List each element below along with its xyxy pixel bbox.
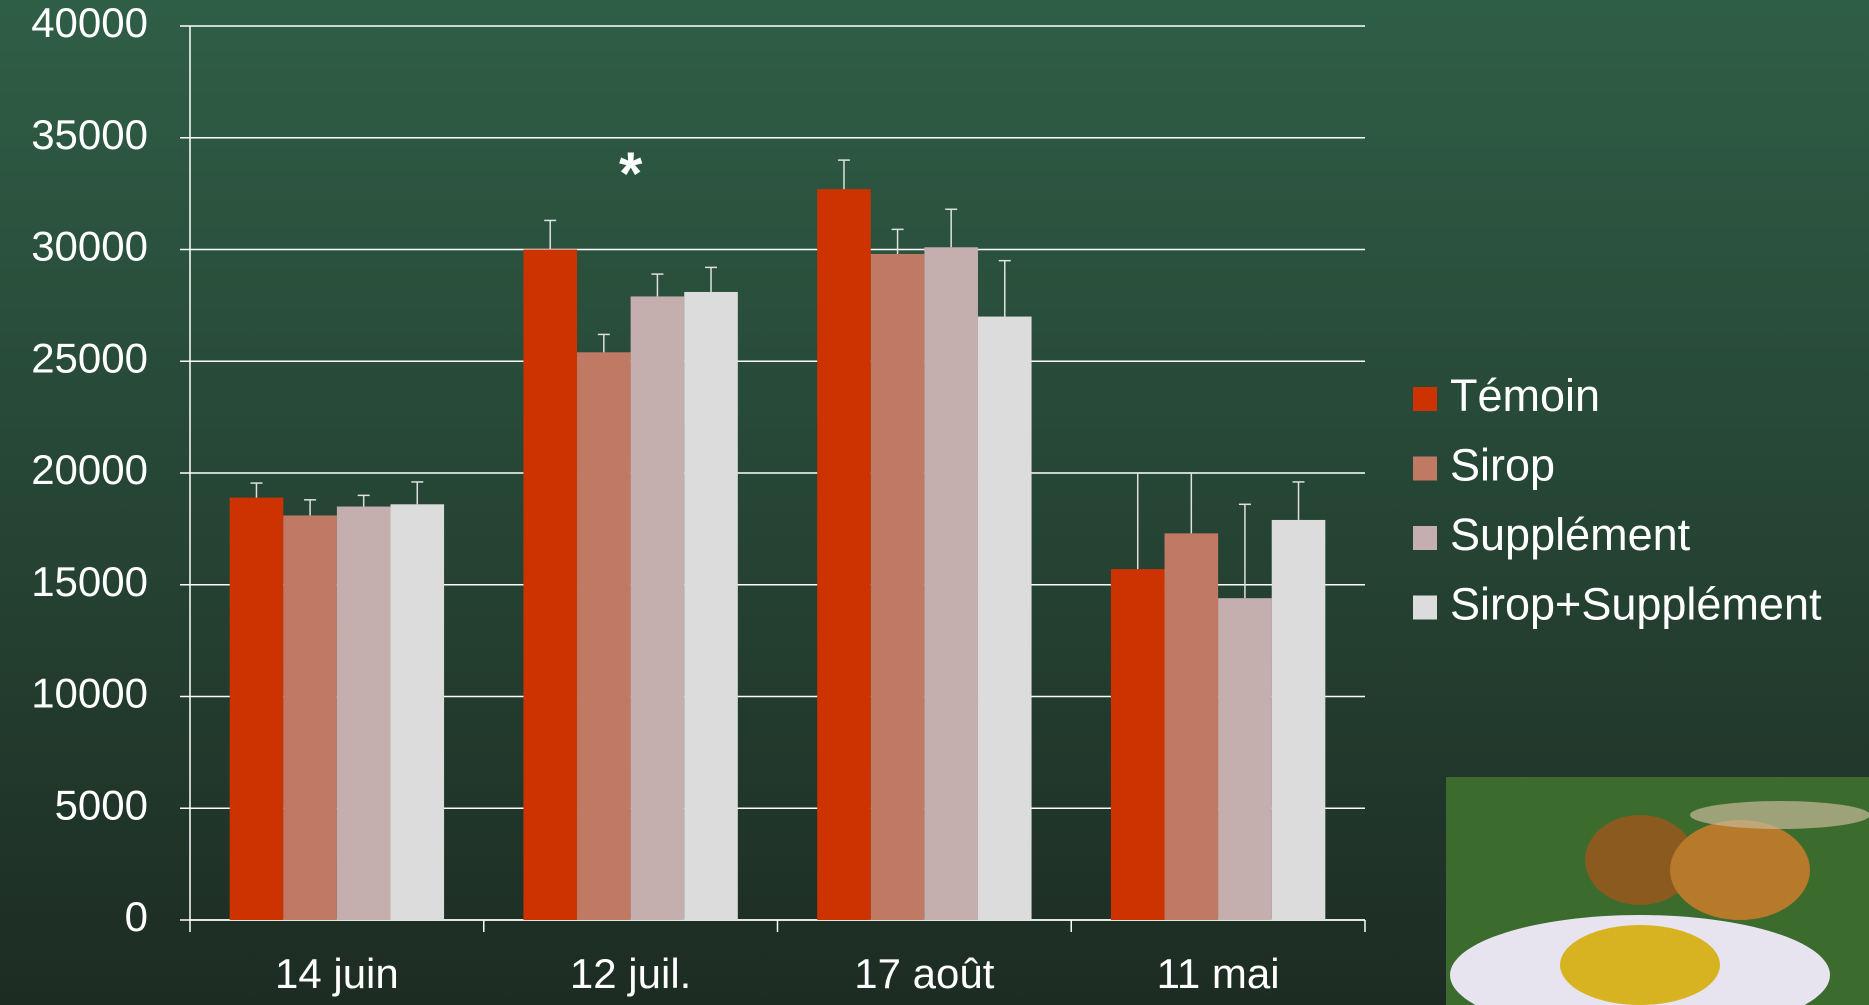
bar bbox=[1164, 533, 1219, 920]
y-tick-label: 40000 bbox=[31, 0, 148, 46]
bar bbox=[577, 352, 631, 920]
y-tick-label: 10000 bbox=[31, 670, 148, 717]
bee-head bbox=[1585, 815, 1695, 905]
legend-swatch bbox=[1413, 526, 1437, 550]
bee-wing bbox=[1690, 801, 1869, 829]
legend-label: Témoin bbox=[1450, 370, 1600, 421]
bar bbox=[684, 291, 738, 921]
legend-swatch bbox=[1413, 595, 1437, 620]
bar bbox=[229, 497, 284, 920]
x-tick-label: 14 juin bbox=[275, 950, 399, 997]
bar bbox=[1271, 519, 1326, 920]
bar bbox=[283, 515, 337, 920]
bar bbox=[870, 253, 925, 921]
bar bbox=[1218, 598, 1272, 920]
y-tick-label: 20000 bbox=[31, 446, 148, 493]
bee-body bbox=[1670, 820, 1810, 920]
y-tick-label: 5000 bbox=[55, 781, 148, 828]
legend-label: Sirop+Supplément bbox=[1450, 578, 1822, 629]
x-tick-label: 11 mai bbox=[1157, 950, 1280, 997]
legend-label: Supplément bbox=[1450, 509, 1691, 560]
flower-center bbox=[1560, 925, 1720, 1005]
bar bbox=[1110, 569, 1165, 920]
legend-swatch bbox=[1413, 456, 1437, 481]
bar bbox=[630, 296, 685, 920]
bar bbox=[817, 189, 871, 920]
bee-photo bbox=[1446, 777, 1869, 1005]
y-tick-label: 0 bbox=[125, 893, 148, 940]
legend-swatch bbox=[1413, 387, 1437, 411]
legend-label: Sirop bbox=[1450, 439, 1555, 490]
bar bbox=[924, 247, 978, 920]
y-tick-label: 35000 bbox=[31, 111, 148, 158]
y-tick-label: 25000 bbox=[31, 334, 148, 381]
annotation: * bbox=[619, 140, 643, 207]
x-tick-label: 17 août bbox=[854, 950, 994, 997]
bar bbox=[977, 316, 1032, 920]
bar bbox=[336, 506, 391, 920]
y-tick-label: 15000 bbox=[31, 558, 148, 605]
y-tick-label: 30000 bbox=[31, 223, 148, 270]
bar bbox=[390, 504, 445, 920]
bar bbox=[523, 249, 578, 920]
x-tick-label: 12 juil. bbox=[570, 950, 691, 997]
